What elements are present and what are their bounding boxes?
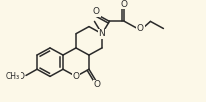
Text: O: O	[94, 80, 101, 89]
Text: N: N	[99, 29, 105, 38]
Text: O: O	[18, 72, 25, 81]
Text: O: O	[137, 24, 144, 33]
Text: O: O	[73, 72, 80, 81]
Text: O: O	[121, 0, 128, 9]
Text: CH₃: CH₃	[6, 72, 20, 81]
Text: O: O	[93, 7, 100, 16]
